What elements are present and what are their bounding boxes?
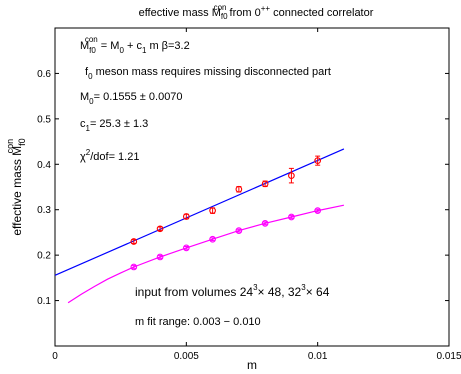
y-tick-label: 0.4 <box>37 160 51 171</box>
data-marks <box>54 148 345 304</box>
annotation-c1: c1= 25.3 ± 1.3 <box>80 118 148 133</box>
data-point <box>130 238 138 245</box>
data-point <box>156 253 164 261</box>
annotation-m0: M0= 0.1555 ± 0.0070 <box>80 91 183 106</box>
data-point <box>288 172 295 179</box>
axes: 0 0.005 0.01 0.015 0.1 0.2 0.3 0.4 0.5 0.6 <box>37 28 461 362</box>
data-point <box>288 213 295 221</box>
data-point <box>156 225 164 233</box>
y-tick-label: 0.2 <box>37 251 51 262</box>
x-tick-label: 0 <box>52 351 58 362</box>
x-axis-label: m <box>247 358 257 372</box>
data-point <box>182 213 190 220</box>
data-point <box>182 244 190 252</box>
chart-title: effective mass Mf0con from 0++ connected… <box>139 3 374 21</box>
x-tick-label: 0.005 <box>174 351 199 362</box>
annotation-volumes: input from volumes 243× 48, 323× 64 <box>135 283 330 299</box>
annotation-fit-range: m fit range: 0.003 − 0.010 <box>135 316 261 328</box>
fit-curve <box>67 204 345 304</box>
data-point <box>209 235 216 243</box>
annotation-formula: Mf0con = M0 + c1 m β=3.2 <box>80 35 190 55</box>
y-tick-label: 0.1 <box>37 296 51 307</box>
annotations: Mf0con = M0 + c1 m β=3.2 f0 meson mass r… <box>80 35 331 328</box>
data-point <box>314 207 322 214</box>
plot-frame <box>54 27 450 347</box>
x-tick-label: 0.01 <box>308 351 328 362</box>
data-point <box>209 207 216 214</box>
data-point <box>235 185 243 193</box>
y-tick-label: 0.5 <box>37 114 51 125</box>
y-tick-label: 0.3 <box>37 205 51 216</box>
data-point <box>235 227 243 234</box>
data-point <box>261 219 269 227</box>
fit-line <box>54 148 345 276</box>
data-point <box>130 263 138 271</box>
y-tick-label: 0.6 <box>37 69 51 80</box>
data-point <box>314 157 322 165</box>
x-tick-label: 0.015 <box>436 351 461 362</box>
y-axis-label: effective mass Mf0con <box>5 138 27 235</box>
annotation-chi2: χ2/dof= 1.21 <box>80 148 139 163</box>
annotation-note: f0 meson mass requires missing disconnec… <box>85 66 331 81</box>
data-point <box>261 180 269 188</box>
